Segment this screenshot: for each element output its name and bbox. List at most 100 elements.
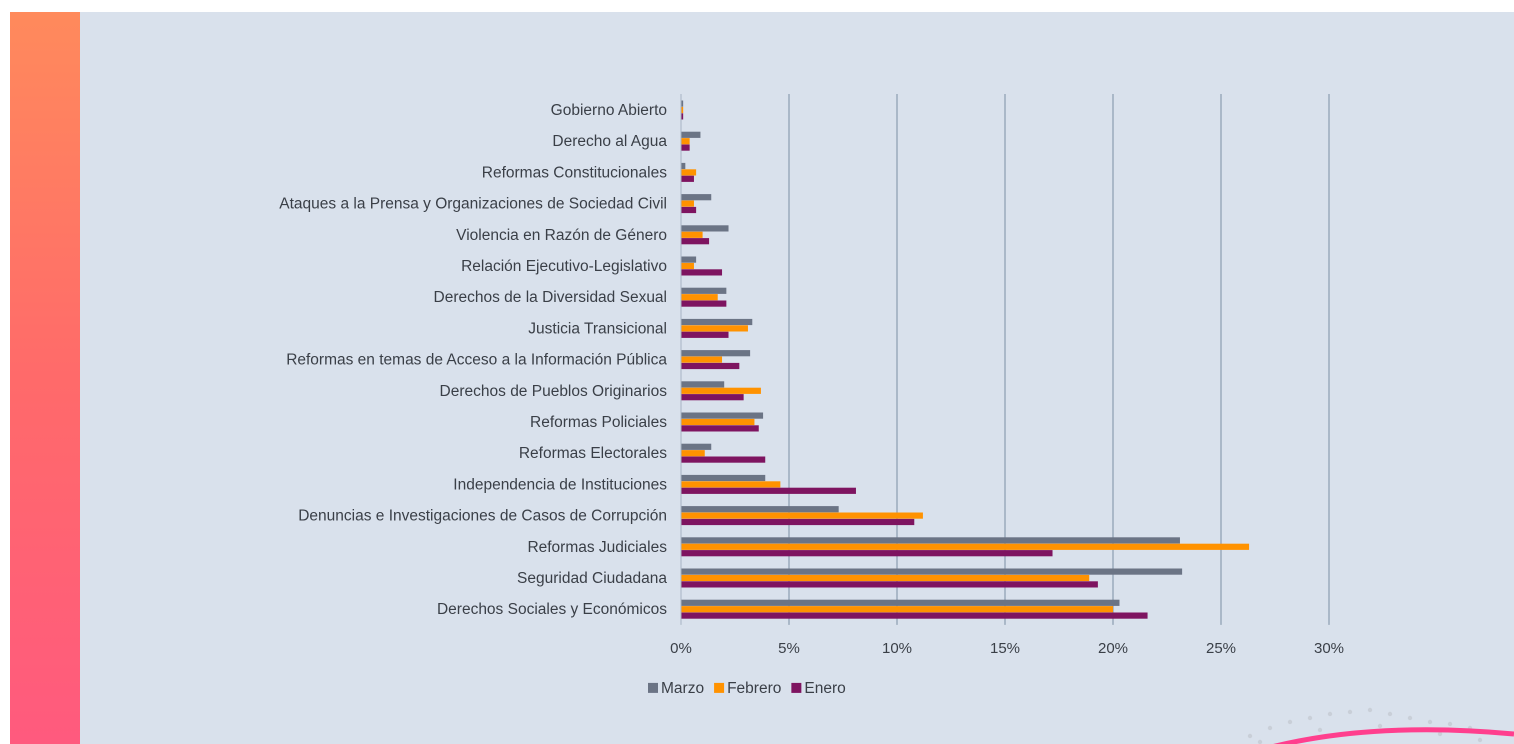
bar-marzo — [681, 350, 751, 357]
category-label: Violencia en Razón de Género — [456, 227, 667, 244]
bar-febrero — [681, 356, 723, 363]
decorative-dot — [1317, 727, 1323, 733]
legend-swatch-marzo — [648, 682, 658, 693]
decorative-dot — [1307, 715, 1313, 721]
bar-enero — [681, 456, 766, 463]
bar-enero — [681, 175, 694, 182]
bar-febrero — [681, 606, 1113, 613]
bar-marzo — [681, 412, 764, 419]
bar-enero — [681, 518, 915, 526]
decorative-dot — [1437, 731, 1443, 737]
bar-enero — [681, 425, 759, 432]
category-label: Seguridad Ciudadana — [517, 570, 667, 587]
legend-swatch-enero — [791, 682, 802, 693]
x-tick-label: 10% — [882, 640, 912, 657]
bar-enero — [681, 612, 1148, 619]
bar-enero — [681, 487, 856, 494]
decorative-dot — [1257, 739, 1263, 744]
bar-enero — [681, 238, 710, 245]
bar-febrero — [681, 138, 690, 145]
category-label: Independencia de Instituciones — [453, 476, 667, 493]
decorative-dot — [1347, 709, 1353, 715]
category-label: Reformas Judiciales — [527, 539, 667, 556]
bar-enero — [681, 206, 697, 214]
decorative-dot — [1367, 707, 1373, 713]
side-accent-band — [10, 12, 80, 744]
chart-panel: 0% 5% 10% 15% 20% 25% 30% Gobierno Abierto Derec… — [80, 12, 1514, 744]
bar-marzo — [681, 194, 712, 201]
bar-enero — [681, 394, 744, 401]
bar-enero — [681, 144, 690, 151]
bar-febrero — [681, 200, 694, 207]
bar-febrero — [681, 169, 697, 176]
bar-enero — [681, 550, 1053, 557]
category-label: Reformas Electorales — [519, 445, 667, 462]
bar-febrero — [681, 481, 781, 488]
x-tick-label: 30% — [1314, 640, 1344, 657]
decorative-dot — [1267, 725, 1273, 731]
bar-enero — [681, 269, 723, 276]
bar-febrero — [681, 512, 923, 519]
bar-febrero — [681, 294, 718, 301]
decorative-dot — [1387, 711, 1393, 717]
bar-marzo — [681, 443, 712, 450]
category-label: Derechos de la Diversidad Sexual — [434, 289, 667, 306]
bar-marzo — [681, 318, 753, 326]
bar-febrero — [681, 543, 1250, 550]
category-label: Reformas en temas de Acceso a la Informa… — [286, 352, 667, 369]
bar-marzo — [681, 537, 1180, 544]
x-tick-label: 0% — [670, 640, 692, 657]
bar-febrero — [681, 325, 748, 332]
legend-swatch-febrero — [714, 682, 725, 693]
x-tick-label: 5% — [778, 640, 800, 657]
category-label: Derecho al Agua — [552, 133, 667, 150]
bar-marzo — [681, 506, 839, 513]
bar-enero — [681, 362, 740, 370]
decorative-dot — [1477, 737, 1483, 743]
bar-marzo — [681, 256, 697, 263]
bar-marzo — [681, 100, 684, 107]
bar-enero — [681, 300, 727, 307]
bar-febrero — [681, 231, 703, 238]
bar-chart: 0% 5% 10% 15% 20% 25% 30% Gobierno Abierto Derec… — [279, 94, 1344, 697]
category-label: Relación Ejecutivo-Legislativo — [461, 258, 667, 275]
decorative-dot — [1407, 715, 1413, 721]
legend-label-febrero: Febrero — [727, 680, 781, 697]
legend-label-marzo: Marzo — [661, 680, 704, 697]
bar-marzo — [681, 568, 1183, 575]
decorative-dot — [1247, 733, 1253, 739]
bar-febrero — [681, 106, 684, 114]
x-tick-label: 20% — [1098, 640, 1128, 657]
x-tick-label: 25% — [1206, 640, 1236, 657]
decorative-dot — [1377, 723, 1383, 729]
category-label: Ataques a la Prensa y Organizaciones de … — [279, 196, 667, 213]
bar-marzo — [681, 225, 729, 232]
bar-febrero — [681, 418, 755, 426]
decorative-dot — [1427, 719, 1433, 725]
bar-enero — [681, 581, 1098, 588]
decorative-swoosh — [1247, 707, 1514, 744]
decorative-curve — [1273, 727, 1514, 744]
x-tick-label: 15% — [990, 640, 1020, 657]
decorative-dot — [1287, 719, 1293, 725]
bar-marzo — [681, 474, 766, 482]
category-label: Justicia Transicional — [528, 320, 667, 337]
category-label: Gobierno Abierto — [551, 102, 667, 119]
legend-label-enero: Enero — [804, 680, 845, 697]
bar-febrero — [681, 450, 705, 457]
category-label: Reformas Constitucionales — [482, 164, 667, 181]
decorative-dot — [1447, 721, 1453, 727]
bar-febrero — [681, 574, 1090, 582]
category-label: Derechos de Pueblos Originarios — [440, 383, 668, 400]
category-label: Derechos Sociales y Económicos — [437, 601, 667, 618]
bar-enero — [681, 113, 684, 120]
bar-marzo — [681, 131, 701, 138]
bar-marzo — [681, 287, 727, 294]
decorative-dot — [1327, 711, 1333, 717]
bar-enero — [681, 331, 729, 338]
bar-marzo — [681, 599, 1120, 606]
bar-marzo — [681, 162, 686, 170]
category-label: Reformas Policiales — [530, 414, 667, 431]
bar-febrero — [681, 262, 694, 270]
bar-febrero — [681, 387, 761, 394]
